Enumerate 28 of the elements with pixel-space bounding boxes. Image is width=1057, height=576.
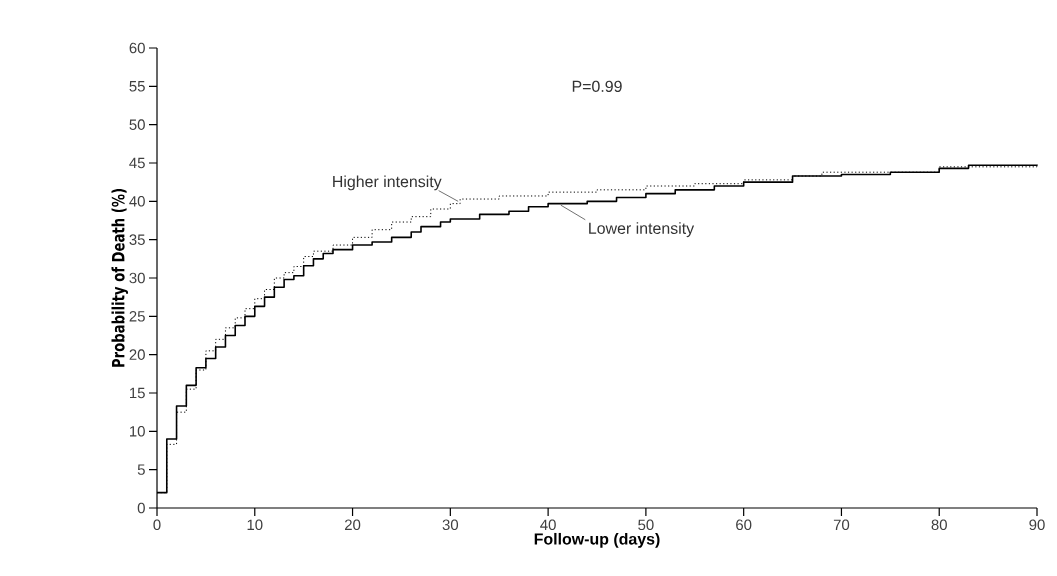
y-tick-label: 35 bbox=[129, 234, 145, 245]
y-tick-label: 45 bbox=[129, 157, 145, 169]
x-axis-title: Follow-up (days) bbox=[534, 532, 660, 548]
y-tick-label: 20 bbox=[129, 349, 145, 360]
y-tick-label: 15 bbox=[130, 387, 145, 399]
y-tick-label: 40 bbox=[129, 196, 145, 207]
y-tick-label: 5 bbox=[137, 464, 145, 475]
y-tick-label: 55 bbox=[129, 81, 145, 92]
x-tick-label: 70 bbox=[833, 519, 850, 531]
annotation: P=0.99 bbox=[572, 80, 622, 92]
x-tick-label: 50 bbox=[638, 519, 654, 531]
y-tick-label: 25 bbox=[129, 311, 145, 322]
y-tick-label: 10 bbox=[130, 426, 145, 437]
y-axis-title: Probability of Death (%) bbox=[111, 189, 129, 367]
x-tick-label: 60 bbox=[736, 519, 752, 531]
x-tick-label: 20 bbox=[345, 519, 361, 531]
y-tick-label: 50 bbox=[129, 119, 145, 130]
x-tick-label: 40 bbox=[540, 519, 556, 531]
y-tick-label: 0 bbox=[137, 502, 145, 514]
x-tick-label: 0 bbox=[153, 519, 161, 531]
x-tick-label: 30 bbox=[442, 519, 459, 531]
series-label: Lower intensity bbox=[589, 222, 695, 238]
x-tick-label: 10 bbox=[247, 519, 263, 531]
x-tick-label: 80 bbox=[931, 519, 947, 531]
y-tick-label: 30 bbox=[129, 272, 145, 284]
x-tick-label: 90 bbox=[1029, 519, 1045, 531]
series-label: Higher intensity bbox=[333, 175, 442, 191]
y-tick-label: 60 bbox=[129, 42, 145, 54]
